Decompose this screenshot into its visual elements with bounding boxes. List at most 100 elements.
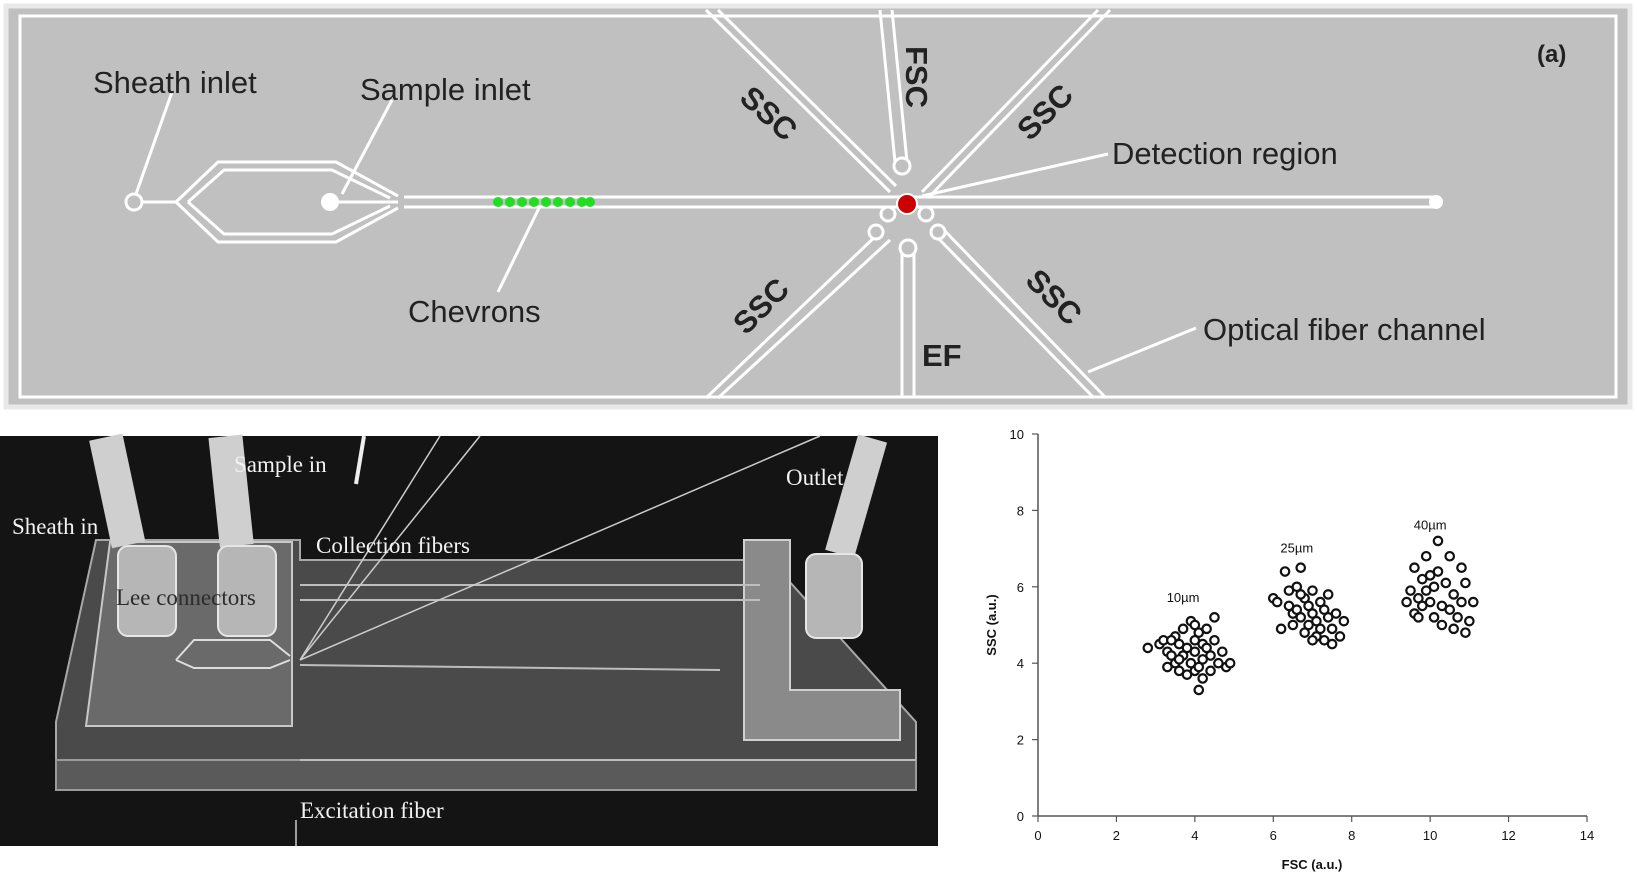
scatter-point	[1201, 623, 1212, 635]
sheath-inlet-port	[124, 192, 144, 212]
x-tick-label: 0	[1034, 828, 1041, 843]
y-tick-label: 0	[1017, 809, 1024, 824]
scatter-point	[1209, 634, 1220, 646]
chart-points	[1142, 535, 1479, 696]
chevron	[529, 197, 539, 207]
scatter-point	[1142, 642, 1154, 654]
chevron	[553, 197, 563, 207]
scatter-point	[1456, 596, 1467, 608]
optical-fiber-channel-label: Optical fiber channel	[1203, 312, 1486, 347]
sample-in-label: Sample in	[234, 452, 327, 477]
scatter-point	[1295, 612, 1307, 623]
scatter-point	[1428, 581, 1440, 593]
scatter-point	[1173, 654, 1185, 665]
microfluidic-schematic: Sheath inlet Sample inlet Chevrons Detec…	[3, 3, 1633, 410]
scatter-point	[1279, 566, 1291, 577]
chip-channel-lines	[299, 584, 916, 761]
scatter-point	[1330, 608, 1342, 619]
fiber-channels	[704, 8, 1112, 400]
chart-annotations: 10µm 25µm 40µm	[1167, 518, 1447, 606]
ssc-fiber-end-lower-right	[917, 205, 935, 223]
scatter-point	[1444, 604, 1456, 616]
size-annotation: 40µm	[1414, 518, 1447, 533]
scatter-point	[1295, 589, 1307, 600]
x-tick-label: 8	[1348, 828, 1355, 843]
chevron	[493, 197, 503, 207]
chip-outline	[18, 14, 1618, 399]
scatter-point	[1420, 550, 1432, 562]
outlet-connector	[805, 553, 863, 639]
scatter-point	[1315, 623, 1326, 635]
scatter-point	[1401, 596, 1412, 608]
scatter-point	[1322, 589, 1334, 600]
scatter-point	[1405, 585, 1416, 596]
y-tick-label: 8	[1017, 503, 1024, 518]
sheath-loop-inner	[187, 168, 391, 236]
optical-fibers	[295, 435, 821, 846]
y-tick-label: 6	[1017, 580, 1024, 595]
scatter-point	[1166, 634, 1177, 646]
scatter-point	[1452, 612, 1463, 623]
flow-channel	[134, 160, 1436, 244]
sheath-inlet-leader	[134, 91, 174, 195]
scatter-point	[1334, 631, 1346, 642]
scatter-point	[1197, 673, 1208, 684]
chevron	[565, 197, 575, 207]
scatter-point	[1467, 596, 1479, 608]
scatter-point	[1205, 665, 1216, 677]
y-axis-title: SSC (a.u.)	[984, 594, 999, 655]
scatter-point	[1326, 638, 1338, 650]
x-tick-label: 10	[1423, 828, 1437, 843]
x-tick-label: 2	[1113, 828, 1120, 843]
y-tick-label: 2	[1017, 733, 1024, 748]
ssc-channel-lower-right	[934, 228, 1108, 400]
scatter-point	[1189, 619, 1201, 631]
scatter-point	[1432, 535, 1444, 547]
scatter-point	[1307, 585, 1318, 596]
chart-axes	[1037, 434, 1587, 817]
scatter-point	[1440, 577, 1452, 589]
scatter-point	[1307, 634, 1318, 646]
ssc-fiber-end-lower-right-outer	[929, 223, 947, 241]
scatter-point	[1432, 566, 1444, 577]
sheath-loop-outer	[174, 160, 399, 244]
sheath-in-label: Sheath in	[12, 514, 99, 539]
scatter-point	[1413, 612, 1424, 623]
scatter-point	[1448, 589, 1459, 600]
scatter-point	[1177, 623, 1189, 635]
chevron	[505, 197, 515, 207]
scatter-point	[1271, 596, 1283, 608]
panel-label: (a)	[1537, 41, 1566, 68]
ssc-channel-upper-left	[704, 8, 898, 194]
optical-fiber-channel-leader	[1087, 326, 1197, 374]
x-tick-label: 14	[1580, 828, 1594, 843]
scatter-point	[1287, 619, 1299, 631]
sample-inlet-leader	[340, 99, 394, 195]
ef-fiber-end	[898, 238, 918, 258]
y-tick-label: 10	[1010, 427, 1024, 442]
scatter-point	[1464, 615, 1475, 627]
sheath-tube	[89, 433, 146, 549]
chevrons-leader	[496, 205, 542, 293]
scatter-point	[1436, 619, 1448, 631]
scatter-point	[1209, 612, 1220, 623]
outlet-block	[743, 539, 901, 741]
x-axis-title: FSC (a.u.)	[1282, 857, 1343, 872]
chevrons-label: Chevrons	[408, 294, 541, 329]
scatter-point	[1275, 623, 1287, 635]
device-photo: Sheath in Sample in Outlet Collection fi…	[0, 433, 938, 846]
lee-connectors-label: Lee connectors	[116, 585, 256, 610]
scatter-point	[1444, 550, 1456, 562]
x-tick-label: 12	[1501, 828, 1515, 843]
ef-channel	[900, 250, 916, 398]
fsc-channel	[878, 9, 910, 173]
chip-base-edge	[55, 759, 917, 791]
sample-inlet-label: Sample inlet	[360, 72, 531, 107]
detection-spot	[896, 193, 918, 215]
main-channel	[404, 195, 1436, 209]
ssc-fiber-end-lower-left	[879, 205, 897, 223]
ssc-fiber-end-lower-left-outer	[867, 223, 885, 241]
scatter-point	[1295, 562, 1307, 573]
lee-connector-left	[117, 545, 177, 637]
